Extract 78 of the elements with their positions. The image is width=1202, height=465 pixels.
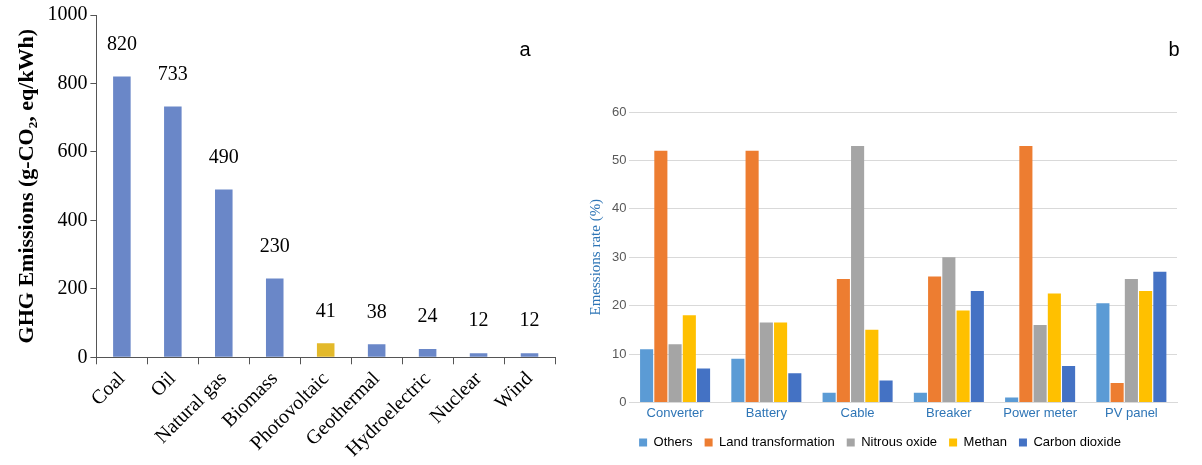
data-label: 24 xyxy=(417,304,438,327)
x-tick-label: Breaker xyxy=(926,404,973,420)
bar xyxy=(469,353,488,357)
legend-label: Land transformation xyxy=(719,434,835,450)
bar xyxy=(879,380,893,402)
bar xyxy=(942,257,956,402)
y-tick-label: 800 xyxy=(57,70,88,93)
x-tick-label: Cable xyxy=(840,404,875,420)
bar xyxy=(520,353,539,357)
bar xyxy=(1139,291,1153,402)
bar xyxy=(418,349,437,357)
x-tick-label: Battery xyxy=(745,404,788,420)
y-tick-label: 0 xyxy=(619,393,627,409)
bar xyxy=(822,392,836,402)
bar xyxy=(851,145,865,402)
chart-title: b xyxy=(1168,37,1180,60)
bar xyxy=(682,315,696,402)
x-tick-label: Converter xyxy=(646,404,705,420)
bar xyxy=(316,343,335,357)
bar xyxy=(697,368,711,402)
bar xyxy=(367,344,386,357)
bar xyxy=(668,344,682,402)
data-label: 820 xyxy=(106,31,137,54)
data-label: 12 xyxy=(468,308,489,331)
y-tick-label: 50 xyxy=(611,151,627,167)
bar xyxy=(788,373,802,402)
data-label: 38 xyxy=(366,299,387,322)
y-axis-title: Emessions rate (%) xyxy=(586,198,604,316)
data-label: 490 xyxy=(208,144,239,167)
bar xyxy=(759,322,773,402)
bar xyxy=(970,291,984,402)
y-tick-label: 0 xyxy=(77,344,88,367)
data-label: 12 xyxy=(519,308,540,331)
bar xyxy=(640,349,654,402)
bar xyxy=(956,310,970,402)
y-axis-title: GHG Emissions (g-CO₂, eq/kWh) xyxy=(12,28,38,344)
y-tick-label: 40 xyxy=(611,200,627,216)
bar xyxy=(1110,383,1124,402)
bar xyxy=(928,276,942,402)
bar xyxy=(113,76,131,357)
bar xyxy=(164,106,182,357)
y-tick-label: 600 xyxy=(57,139,88,162)
bar xyxy=(1124,278,1138,402)
bar xyxy=(1005,397,1019,402)
x-tick-label: Oil xyxy=(145,366,180,401)
bar xyxy=(1033,324,1047,402)
y-tick-label: 1000 xyxy=(47,2,88,25)
bar xyxy=(745,150,759,402)
bar xyxy=(1153,271,1167,402)
bar xyxy=(215,189,233,357)
y-tick-label: 20 xyxy=(611,297,627,313)
bar xyxy=(836,278,850,402)
data-label: 230 xyxy=(259,233,290,256)
bar xyxy=(654,150,668,402)
y-tick-label: 60 xyxy=(611,103,627,119)
legend-label: Others xyxy=(653,434,694,450)
legend-label: Carbon dioxide xyxy=(1033,434,1121,450)
bar xyxy=(913,392,927,402)
y-tick-label: 400 xyxy=(57,207,88,230)
bar xyxy=(731,358,745,402)
y-tick-label: 200 xyxy=(57,276,88,299)
bar xyxy=(1062,366,1076,402)
bar xyxy=(1096,303,1110,402)
bar xyxy=(1019,145,1033,402)
bar xyxy=(1047,293,1061,402)
text: a xyxy=(519,37,532,60)
x-tick-label: Coal xyxy=(86,366,129,410)
bar xyxy=(865,329,879,402)
x-tick-label: Power meter xyxy=(1003,404,1078,420)
y-tick-label: 30 xyxy=(611,248,627,264)
data-label: 733 xyxy=(157,61,188,84)
legend-label: Methan xyxy=(963,434,1007,450)
bar xyxy=(265,278,284,357)
bar xyxy=(774,322,788,402)
y-tick-label: 10 xyxy=(611,345,627,361)
x-tick-label: PV panel xyxy=(1104,404,1158,420)
data-label: 41 xyxy=(315,298,336,321)
legend-label: Nitrous oxide xyxy=(861,434,938,450)
